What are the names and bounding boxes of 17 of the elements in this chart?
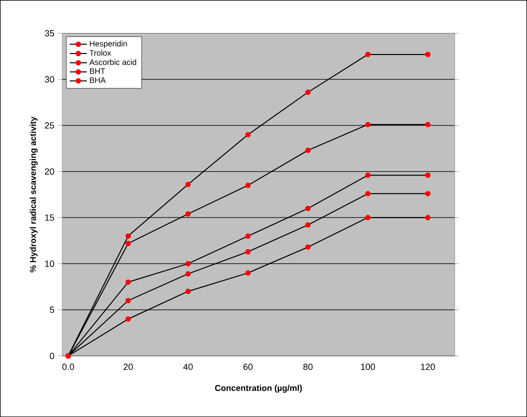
x-tick-label: 60 bbox=[243, 364, 253, 370]
y-tick-label: 5 bbox=[50, 306, 54, 313]
y-tick-label: 10 bbox=[45, 260, 54, 267]
x-tick-label: 20 bbox=[124, 364, 133, 370]
x-tick-label: 0.0 bbox=[62, 364, 74, 370]
x-axis-title: Concentration (µg/ml) bbox=[215, 384, 302, 393]
y-tick-label: 35 bbox=[44, 30, 54, 36]
x-tick-label: 80 bbox=[303, 364, 313, 370]
x-tick-label: 120 bbox=[421, 364, 435, 370]
x-tick-label: 40 bbox=[183, 364, 193, 370]
y-tick-label: 25 bbox=[44, 122, 54, 129]
x-tick-label: 100 bbox=[361, 364, 376, 370]
y-tick-label: 20 bbox=[44, 168, 54, 175]
y-tick-label: 15 bbox=[45, 214, 54, 221]
y-tick-label: 30 bbox=[44, 76, 54, 82]
y-tick-label: 0 bbox=[50, 352, 54, 360]
y-axis-title: % Hydroxyl radical scavenging activity bbox=[30, 116, 38, 272]
